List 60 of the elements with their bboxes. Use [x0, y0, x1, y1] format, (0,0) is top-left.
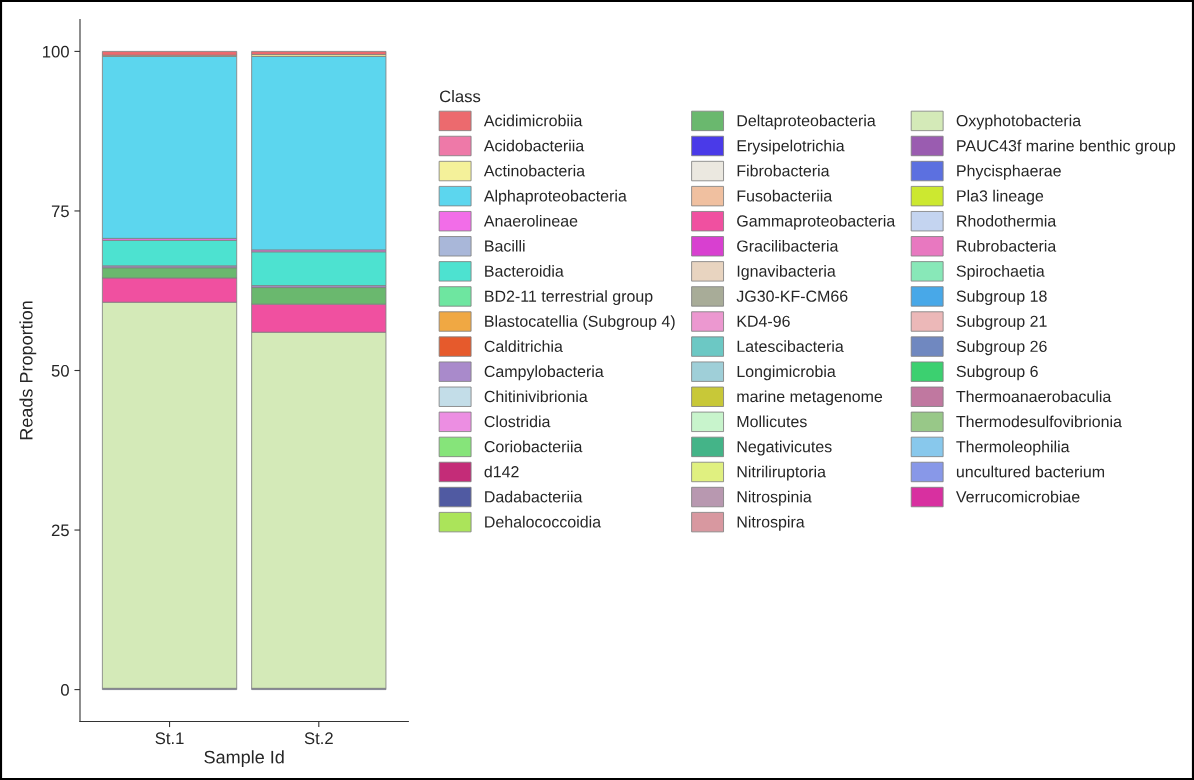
- legend-label: Gammaproteobacteria: [737, 214, 896, 230]
- legend-label: Bacteroidia: [485, 265, 564, 277]
- legend-label: Alphaproteobacteria: [483, 189, 627, 205]
- legend-label: Thermoanaerobaculia: [956, 390, 1112, 403]
- y-tick-label: 0: [60, 683, 69, 696]
- legend-label: Nitrospira: [737, 515, 805, 531]
- legend-label: Subgroup 18: [956, 290, 1047, 306]
- y-axis-title: Reads Proportion: [19, 301, 37, 440]
- legend-label: Oxyphotobacteria: [956, 114, 1082, 130]
- legend-label: Phycisphaerae: [957, 164, 1061, 180]
- legend-label: Acidimicrobiia: [483, 114, 583, 127]
- x-tick-label: St.2: [304, 732, 333, 745]
- legend-label: Longimicrobia: [737, 365, 836, 381]
- legend-label: marine metagenome: [737, 390, 883, 406]
- legend-title: Class: [439, 90, 481, 103]
- y-tick-label: 75: [51, 205, 69, 218]
- legend-label: Spirochaetia: [956, 265, 1045, 280]
- legend-label: KD4-96: [737, 315, 790, 327]
- legend-label: Calditrichia: [484, 340, 563, 353]
- legend-label: Nitriliruptoria: [737, 465, 826, 481]
- legend-label: d142: [484, 465, 519, 478]
- legend-label: Deltaproteobacteria: [737, 114, 876, 130]
- legend-label: Fibrobacteria: [737, 164, 830, 177]
- legend-label: Thermodesulfovibrionia: [956, 415, 1122, 428]
- legend-label: Anaerolineae: [483, 214, 578, 227]
- legend-label: Fusobacteriia: [737, 189, 833, 202]
- legend-label: Chitinivibrionia: [484, 390, 588, 403]
- x-axis-title: Sample Id: [204, 750, 284, 768]
- legend-label: Subgroup 26: [956, 340, 1047, 356]
- legend-label: Verrucomicrobiae: [955, 490, 1080, 503]
- x-tick-label: St.1: [155, 732, 184, 745]
- legend-label: Rubrobacteria: [957, 239, 1057, 252]
- legend-label: Pla3 lineage: [957, 189, 1044, 205]
- legend-label: Blastocatellia (Subgroup 4): [485, 315, 675, 331]
- legend-label: Clostridia: [484, 415, 551, 428]
- y-tick-label: 100: [43, 45, 69, 58]
- y-tick-label: 50: [51, 364, 69, 377]
- legend-label: Subgroup 6: [956, 365, 1038, 381]
- legend-label: Actinobacteria: [483, 164, 586, 177]
- legend-label: Coriobacteriia: [484, 440, 583, 453]
- legend-label: Mollicutes: [737, 415, 807, 428]
- legend-label: Erysipelotrichia: [737, 139, 845, 155]
- legend-label: uncultured bacterium: [956, 465, 1105, 478]
- legend-label: Acidobacteriia: [483, 139, 585, 152]
- legend-label: Campylobacteria: [484, 365, 604, 381]
- legend-label: Dadabacteriia: [485, 490, 583, 503]
- legend-label: Negativicutes: [737, 440, 832, 456]
- legend-label: Dehalococcoidia: [485, 515, 602, 528]
- legend-label: Gracilibacteria: [737, 239, 839, 252]
- legend-label: Latescibacteria: [737, 340, 844, 353]
- legend-label: JG30-KF-CM66: [736, 290, 848, 302]
- legend-label: Rhodothermia: [957, 214, 1057, 227]
- legend-label: Subgroup 21: [956, 315, 1047, 331]
- legend-label: PAUC43f marine benthic group: [957, 139, 1176, 155]
- legend-label: Ignavibacteria: [737, 265, 836, 280]
- legend-label: Thermoleophilia: [956, 440, 1070, 456]
- legend-label: Bacilli: [485, 239, 525, 252]
- legend-label: BD2-11 terrestrial group: [485, 290, 653, 306]
- y-tick-label: 25: [51, 524, 69, 537]
- legend-label: Nitrospinia: [737, 490, 812, 506]
